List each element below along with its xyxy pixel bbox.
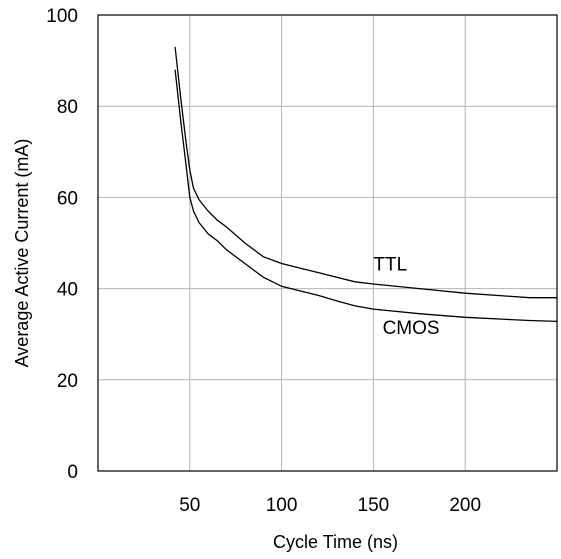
y-tick-label-0: 0 [67, 462, 78, 483]
x-tick-label-100: 100 [266, 495, 298, 516]
x-axis-title: Cycle Time (ns) [273, 532, 398, 552]
y-tick-label-40: 40 [57, 280, 78, 301]
series-labels: TTL CMOS [373, 254, 439, 339]
x-axis-tick-labels: 50 100 150 200 [179, 495, 481, 516]
x-tick-label-200: 200 [449, 495, 481, 516]
series-line-ttl [174, 46, 557, 299]
y-tick-label-20: 20 [57, 371, 78, 392]
y-tick-label-100: 100 [46, 6, 78, 27]
series-label-ttl: TTL [373, 254, 407, 275]
series-line-cmos [174, 69, 558, 323]
series-label-cmos: CMOS [383, 318, 440, 339]
y-tick-label-60: 60 [57, 188, 78, 209]
y-axis-title: Average Active Current (mA) [12, 139, 32, 368]
y-axis-tick-labels: 0 20 40 60 80 100 [46, 6, 78, 483]
y-tick-label-80: 80 [57, 97, 78, 118]
x-tick-label-150: 150 [358, 495, 390, 516]
plot-area-frame [97, 14, 558, 472]
grid-lines [98, 15, 557, 471]
series-layer [174, 46, 558, 323]
x-tick-label-50: 50 [179, 495, 200, 516]
